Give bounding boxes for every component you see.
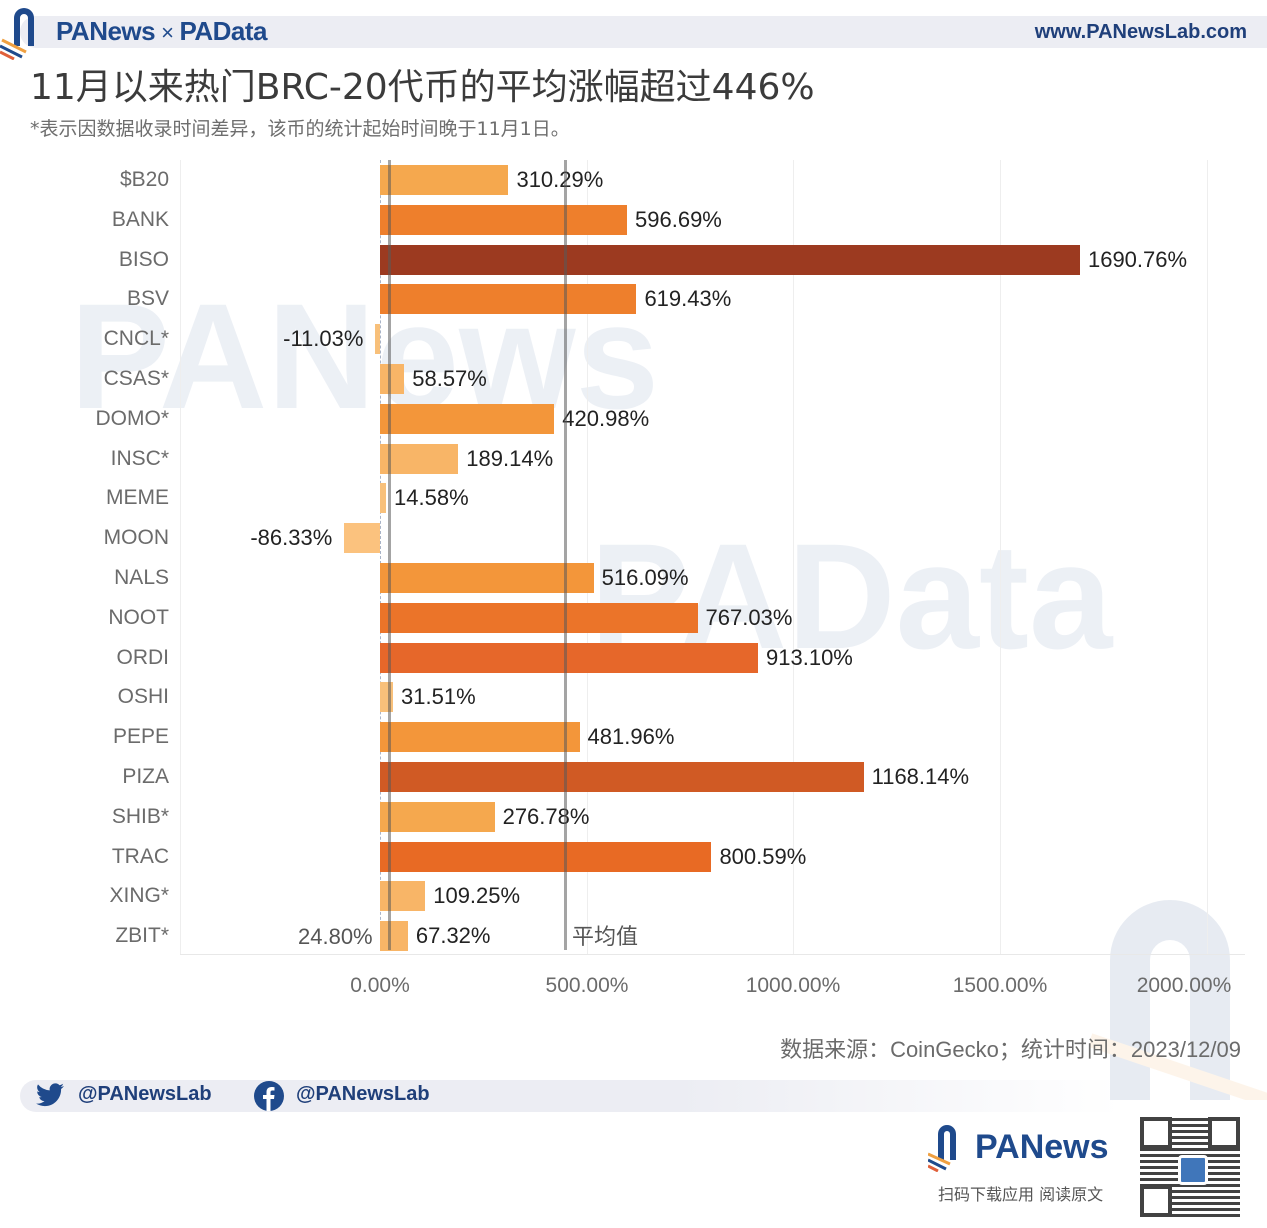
value-label: 481.96%: [587, 724, 675, 750]
value-label: 767.03%: [705, 604, 793, 630]
bar[interactable]: [380, 722, 580, 753]
median-label: 24.80%: [298, 924, 373, 949]
value-label: 14.58%: [394, 485, 469, 511]
bar[interactable]: [375, 324, 380, 355]
x-tick-label: 2000.00%: [1136, 974, 1232, 997]
x-tick-label: 0.00%: [350, 974, 410, 997]
x-axis-line: [180, 954, 1245, 955]
brand-panews: PANews: [56, 16, 156, 46]
bar[interactable]: [380, 841, 712, 872]
bar[interactable]: [380, 483, 387, 514]
category-label: MOON: [103, 526, 169, 550]
zero-line: [380, 160, 381, 950]
bar[interactable]: [380, 165, 509, 195]
bar[interactable]: [380, 284, 637, 315]
bar[interactable]: [380, 682, 394, 713]
facebook-handle-link[interactable]: @PANewsLab: [296, 1083, 430, 1105]
x-tick-label: 500.00%: [545, 974, 629, 997]
gridline: [1207, 160, 1208, 955]
facebook-icon: [254, 1081, 284, 1111]
median-reference-line: [388, 160, 391, 950]
category-label: CSAS*: [103, 367, 169, 390]
value-label: 596.69%: [635, 206, 722, 232]
category-label: NOOT: [108, 605, 169, 629]
bar[interactable]: [380, 921, 408, 952]
bar[interactable]: [380, 563, 594, 593]
bar[interactable]: [380, 403, 555, 434]
category-label: TRAC: [111, 844, 169, 868]
bar[interactable]: [380, 204, 628, 235]
average-reference-line: [564, 160, 567, 950]
watermark-logo-icon: [1090, 900, 1267, 1100]
twitter-icon: [36, 1083, 64, 1107]
gridline: [793, 160, 794, 955]
bar[interactable]: [380, 244, 1080, 275]
brand-separator: ×: [161, 20, 174, 45]
value-label: 1168.14%: [871, 764, 970, 789]
value-label: 619.43%: [644, 286, 732, 312]
chart-title: 11月以来热门BRC-20代币的平均涨幅超过446%: [30, 67, 815, 108]
category-label: PEPE: [112, 725, 169, 749]
value-label: 420.98%: [562, 405, 650, 431]
bar[interactable]: [380, 801, 495, 832]
average-label: 平均值: [572, 924, 639, 949]
brand-title: PANews × PAData: [56, 16, 268, 47]
site-url-link[interactable]: www.PANewsLab.com: [1034, 21, 1247, 43]
category-label: OSHI: [117, 685, 169, 709]
bar[interactable]: [380, 762, 864, 792]
brand-padata: PAData: [179, 16, 268, 46]
twitter-handle-link[interactable]: @PANewsLab: [78, 1083, 212, 1105]
category-label: SHIB*: [111, 804, 169, 828]
category-label: CNCL*: [103, 327, 169, 351]
bar[interactable]: [380, 443, 459, 474]
app-download-cta: 扫码下载应用 阅读原文: [938, 1185, 1104, 1204]
x-tick-label: 1500.00%: [952, 974, 1048, 997]
category-label: MEME: [106, 486, 169, 510]
gridline: [587, 160, 588, 955]
social-bar: [20, 1080, 1120, 1112]
value-label: 58.57%: [412, 366, 487, 391]
app-brand-name: PANews: [975, 1128, 1109, 1166]
category-label: BANK: [111, 207, 169, 231]
category-label: INSC*: [110, 446, 169, 470]
value-label: -11.03%: [283, 326, 364, 352]
category-label: BSV: [126, 287, 169, 311]
category-label: $B20: [119, 168, 169, 191]
category-label: PIZA: [122, 765, 169, 788]
qr-center-logo-icon: [1178, 1155, 1208, 1185]
panews-app-logo-icon: [928, 1125, 956, 1172]
category-label: DOMO*: [95, 406, 170, 430]
gridline: [180, 160, 181, 955]
value-label: 1690.76%: [1087, 246, 1188, 272]
bar[interactable]: [380, 642, 759, 673]
value-label: 913.10%: [766, 644, 853, 670]
value-label: 189.14%: [466, 445, 554, 471]
bar[interactable]: [380, 602, 698, 633]
x-tick-label: 1000.00%: [745, 974, 841, 997]
header-bar: [20, 16, 1267, 48]
data-source-note: 数据来源：CoinGecko；统计时间：2023/12/09: [780, 1037, 1241, 1062]
panews-logo-icon: [0, 8, 34, 60]
bar[interactable]: [344, 523, 380, 554]
value-label: 67.32%: [415, 923, 491, 949]
value-label: 516.09%: [601, 565, 689, 590]
gridline: [1000, 160, 1001, 955]
value-label: -86.33%: [250, 525, 333, 551]
value-label: 800.59%: [719, 843, 807, 869]
category-label: NALS: [114, 566, 169, 589]
chart-subtitle: *表示因数据收录时间差异，该币的统计起始时间晚于11月1日。: [30, 118, 570, 140]
category-label: ORDI: [116, 645, 170, 669]
category-label: ZBIT*: [115, 924, 169, 948]
value-label: 310.29%: [516, 167, 604, 192]
bar[interactable]: [380, 364, 405, 394]
bar[interactable]: [380, 881, 426, 912]
category-label: BISO: [118, 247, 169, 271]
value-label: 109.25%: [433, 883, 521, 909]
qr-code[interactable]: [1140, 1117, 1240, 1217]
value-label: 276.78%: [502, 803, 590, 829]
category-label: XING*: [109, 884, 169, 908]
value-label: 31.51%: [401, 684, 476, 710]
